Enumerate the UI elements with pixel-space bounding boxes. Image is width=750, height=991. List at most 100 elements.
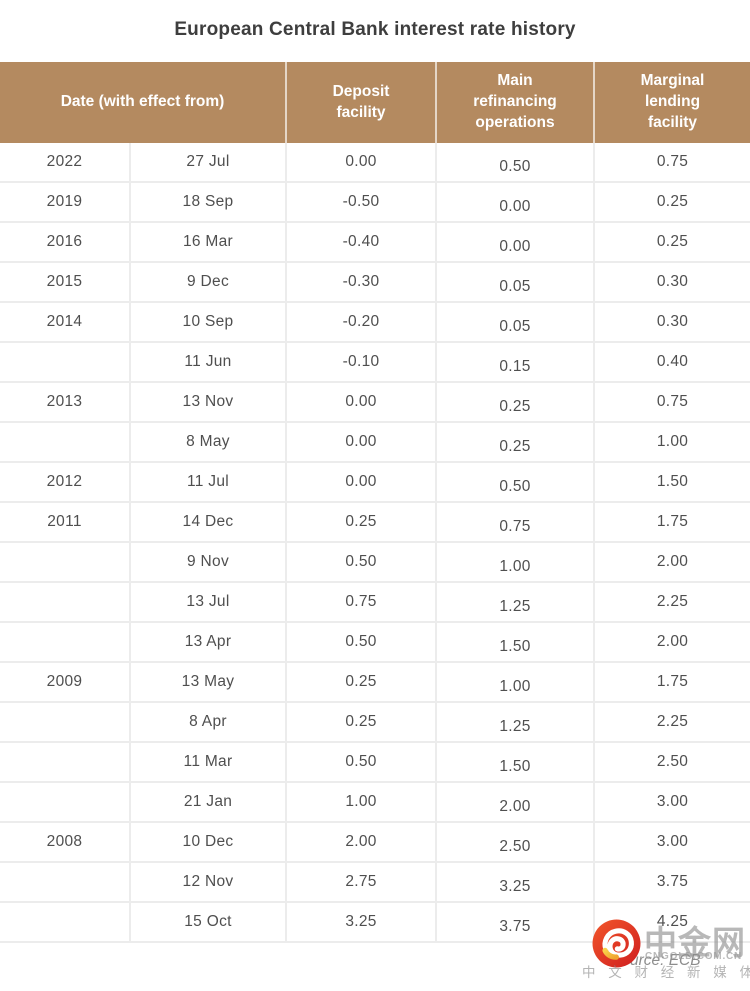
cell-mro: 1.25 — [437, 583, 595, 621]
table-row: 2022 27 Jul 0.00 0.50 0.75 — [0, 143, 750, 183]
cell-year: 2008 — [0, 823, 131, 861]
cell-year: 2014 — [0, 303, 131, 341]
cell-mlf: 3.00 — [656, 833, 689, 850]
table-row: 15 Oct 3.25 3.75 4.25 — [0, 903, 750, 943]
table-row: 11 Jun -0.10 0.15 0.40 — [0, 343, 750, 383]
cell-deposit: 2.75 — [287, 863, 437, 901]
cell-year — [0, 423, 131, 461]
table-row: 2009 13 May 0.25 1.00 1.75 — [0, 663, 750, 703]
table-row: 2013 13 Nov 0.00 0.25 0.75 — [0, 383, 750, 423]
cell-deposit: 3.25 — [287, 903, 437, 941]
cell-day: 18 Sep — [131, 183, 287, 221]
cell-year — [0, 903, 131, 941]
cell-mlf: 4.25 — [656, 913, 689, 930]
cell-day: 14 Dec — [131, 503, 287, 541]
cell-mro: 1.00 — [437, 663, 595, 701]
cell-mro: 0.75 — [437, 503, 595, 541]
cell-deposit: 0.00 — [287, 383, 437, 421]
column-header-deposit-facility: Deposit facility — [287, 62, 437, 143]
cell-mlf: 2.50 — [656, 753, 689, 770]
cell-day: 21 Jan — [131, 783, 287, 821]
cell-year: 2011 — [0, 503, 131, 541]
cell-year — [0, 543, 131, 581]
table-row: 2019 18 Sep -0.50 0.00 0.25 — [0, 183, 750, 223]
cell-mro: 0.50 — [437, 143, 595, 181]
cell-year — [0, 703, 131, 741]
cell-mlf: 2.00 — [656, 553, 689, 570]
cell-deposit: -0.20 — [287, 303, 437, 341]
cell-mro: 0.05 — [437, 263, 595, 301]
cell-mlf: 0.25 — [656, 193, 689, 210]
cell-mro: 1.25 — [437, 703, 595, 741]
cell-mlf: 1.50 — [656, 473, 689, 490]
cell-mro: 3.75 — [437, 903, 595, 941]
cell-deposit: 0.75 — [287, 583, 437, 621]
column-header-main-refinancing: Main refinancing operations — [437, 62, 595, 143]
cell-day: 11 Jun — [131, 343, 287, 381]
table-body: 2022 27 Jul 0.00 0.50 0.75 2019 18 Sep -0.50 0.0… — [0, 143, 750, 943]
cell-day: 13 Jul — [131, 583, 287, 621]
cell-day: 12 Nov — [131, 863, 287, 901]
cell-day: 9 Nov — [131, 543, 287, 581]
cell-mlf: 0.40 — [656, 353, 689, 370]
cell-deposit: 0.25 — [287, 503, 437, 541]
cell-mro: 0.50 — [437, 463, 595, 501]
table-row: 2015 9 Dec -0.30 0.05 0.30 — [0, 263, 750, 303]
cell-mro: 0.25 — [437, 383, 595, 421]
cell-day: 10 Sep — [131, 303, 287, 341]
cell-mro: 2.50 — [437, 823, 595, 861]
cell-deposit: 0.00 — [287, 143, 437, 181]
cell-day: 11 Jul — [131, 463, 287, 501]
cell-mlf: 0.75 — [656, 153, 689, 170]
cell-mlf: 3.00 — [656, 793, 689, 810]
table-row: 21 Jan 1.00 2.00 3.00 — [0, 783, 750, 823]
cell-deposit: 0.50 — [287, 743, 437, 781]
cell-mro: 1.50 — [437, 623, 595, 661]
table-row: 2014 10 Sep -0.20 0.05 0.30 — [0, 303, 750, 343]
cell-day: 11 Mar — [131, 743, 287, 781]
cell-day: 8 May — [131, 423, 287, 461]
table-row: 2008 10 Dec 2.00 2.50 3.00 — [0, 823, 750, 863]
table-row: 8 Apr 0.25 1.25 2.25 — [0, 703, 750, 743]
table-row: 11 Mar 0.50 1.50 2.50 — [0, 743, 750, 783]
cell-year — [0, 783, 131, 821]
cell-year — [0, 743, 131, 781]
cell-year: 2022 — [0, 143, 131, 181]
cell-deposit: 0.50 — [287, 623, 437, 661]
cell-deposit: -0.40 — [287, 223, 437, 261]
cell-mro: 0.15 — [437, 343, 595, 381]
cell-deposit: 0.50 — [287, 543, 437, 581]
cell-mro: 2.00 — [437, 783, 595, 821]
cell-day: 16 Mar — [131, 223, 287, 261]
cell-day: 13 Apr — [131, 623, 287, 661]
cell-deposit: -0.10 — [287, 343, 437, 381]
table-row: 12 Nov 2.75 3.25 3.75 — [0, 863, 750, 903]
table-header: Date (with effect from) Deposit facility… — [0, 62, 750, 143]
cell-deposit: -0.50 — [287, 183, 437, 221]
cell-mlf: 0.30 — [656, 273, 689, 290]
cell-deposit: 1.00 — [287, 783, 437, 821]
table-row: 13 Apr 0.50 1.50 2.00 — [0, 623, 750, 663]
page-title: European Central Bank interest rate hist… — [174, 19, 576, 40]
cell-day: 13 Nov — [131, 383, 287, 421]
cell-year — [0, 343, 131, 381]
cell-mro: 1.50 — [437, 743, 595, 781]
source-note: Source: ECB — [611, 952, 701, 969]
table-row: 9 Nov 0.50 1.00 2.00 — [0, 543, 750, 583]
cell-deposit: 2.00 — [287, 823, 437, 861]
cell-mlf: 3.75 — [656, 873, 689, 890]
table-row: 2016 16 Mar -0.40 0.00 0.25 — [0, 223, 750, 263]
cell-mlf: 0.30 — [656, 313, 689, 330]
cell-mlf: 2.00 — [656, 633, 689, 650]
cell-mlf: 1.75 — [656, 513, 689, 530]
cell-year — [0, 623, 131, 661]
cell-mro: 0.00 — [437, 223, 595, 261]
cell-day: 13 May — [131, 663, 287, 701]
cell-year: 2016 — [0, 223, 131, 261]
cell-day: 27 Jul — [131, 143, 287, 181]
cell-deposit: 0.00 — [287, 423, 437, 461]
cell-mro: 3.25 — [437, 863, 595, 901]
cell-mlf: 0.25 — [656, 233, 689, 250]
cell-mlf: 0.75 — [656, 393, 689, 410]
